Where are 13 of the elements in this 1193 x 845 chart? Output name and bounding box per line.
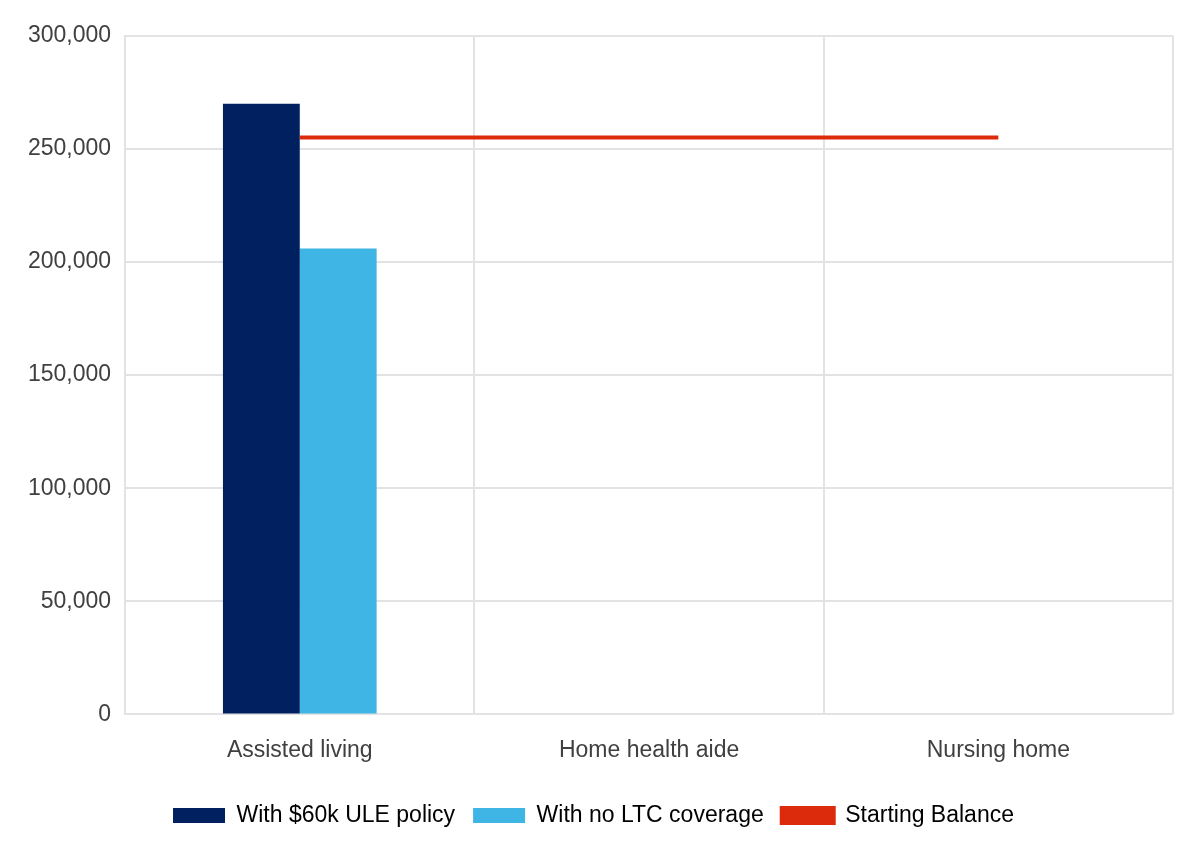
legend-label: With no LTC coverage bbox=[536, 800, 764, 827]
x-tick-label: Assisted living bbox=[226, 735, 373, 762]
x-tick-label: Nursing home bbox=[926, 735, 1070, 762]
y-tick-label: 100,000 bbox=[28, 473, 112, 500]
y-tick-label: 250,000 bbox=[28, 134, 112, 161]
x-tick-label: Home health aide bbox=[558, 735, 740, 762]
legend-label: With $60k ULE policy bbox=[236, 800, 456, 827]
y-tick-label: 300,000 bbox=[28, 21, 112, 48]
y-tick-label: 150,000 bbox=[28, 360, 112, 387]
y-tick-label: 200,000 bbox=[28, 247, 112, 274]
y-tick-label: 0 bbox=[98, 699, 112, 726]
legend-label: Starting Balance bbox=[845, 800, 1014, 827]
y-tick-label: 50,000 bbox=[40, 586, 112, 613]
